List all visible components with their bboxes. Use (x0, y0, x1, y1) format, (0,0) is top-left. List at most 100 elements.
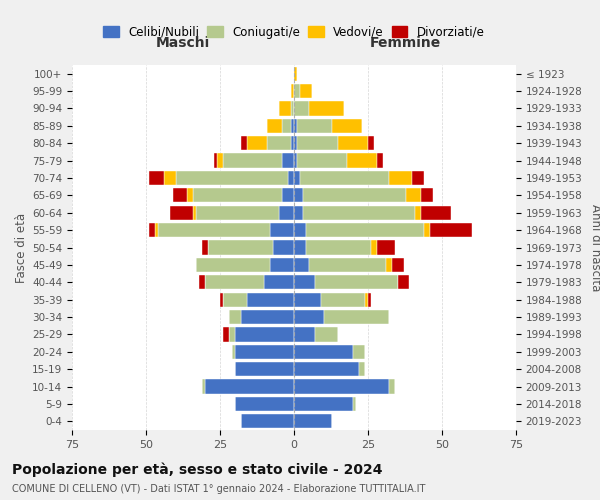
Y-axis label: Fasce di età: Fasce di età (15, 212, 28, 282)
Bar (398, 275, 409, 289)
Bar (220, 292, 223, 307)
Bar (412, 171, 424, 185)
Bar (149, 223, 155, 237)
Text: Popolazione per età, sesso e stato civile - 2024: Popolazione per età, sesso e stato civil… (12, 462, 383, 477)
Bar (406, 188, 421, 202)
Bar (229, 328, 235, 342)
Bar (306, 240, 371, 254)
Bar (196, 258, 271, 272)
Bar (294, 84, 300, 98)
Bar (241, 414, 294, 428)
Bar (176, 171, 288, 185)
Bar (149, 171, 164, 185)
Bar (271, 258, 294, 272)
Bar (353, 397, 356, 411)
Bar (309, 102, 344, 116)
Bar (282, 188, 294, 202)
Bar (294, 310, 323, 324)
Bar (235, 362, 294, 376)
Bar (193, 206, 196, 220)
Bar (430, 223, 472, 237)
Bar (421, 206, 451, 220)
Bar (323, 310, 389, 324)
Bar (273, 240, 294, 254)
Bar (421, 188, 433, 202)
Bar (279, 102, 291, 116)
Bar (205, 380, 294, 394)
Bar (158, 223, 271, 237)
Bar (294, 66, 297, 81)
Bar (291, 118, 294, 133)
Bar (291, 84, 294, 98)
Bar (294, 136, 297, 150)
Bar (368, 136, 374, 150)
Bar (303, 206, 415, 220)
Bar (268, 118, 282, 133)
Bar (294, 188, 303, 202)
Bar (223, 292, 247, 307)
Bar (282, 154, 294, 168)
Bar (297, 136, 338, 150)
Text: Maschi: Maschi (156, 36, 210, 51)
Bar (241, 136, 247, 150)
Bar (202, 240, 208, 254)
Bar (279, 206, 294, 220)
Bar (232, 344, 235, 359)
Bar (155, 223, 158, 237)
Bar (170, 206, 193, 220)
Bar (214, 154, 217, 168)
Bar (294, 344, 353, 359)
Bar (368, 292, 371, 307)
Bar (294, 154, 297, 168)
Bar (294, 328, 315, 342)
Bar (208, 240, 273, 254)
Bar (315, 328, 338, 342)
Bar (282, 118, 291, 133)
Bar (424, 223, 430, 237)
Bar (247, 136, 268, 150)
Bar (338, 136, 368, 150)
Text: COMUNE DI CELLENO (VT) - Dati ISTAT 1° gennaio 2024 - Elaborazione TUTTITALIA.IT: COMUNE DI CELLENO (VT) - Dati ISTAT 1° g… (12, 484, 425, 494)
Bar (315, 275, 398, 289)
Bar (297, 118, 332, 133)
Bar (291, 102, 294, 116)
Bar (202, 380, 205, 394)
Bar (294, 240, 306, 254)
Bar (164, 171, 176, 185)
Bar (371, 240, 377, 254)
Bar (294, 292, 320, 307)
Bar (294, 414, 332, 428)
Bar (268, 136, 291, 150)
Bar (294, 223, 306, 237)
Bar (173, 188, 187, 202)
Bar (303, 188, 406, 202)
Bar (389, 171, 412, 185)
Bar (386, 258, 392, 272)
Bar (235, 397, 294, 411)
Bar (223, 154, 282, 168)
Text: Femmine: Femmine (370, 36, 440, 51)
Bar (223, 328, 229, 342)
Bar (294, 380, 389, 394)
Bar (300, 84, 312, 98)
Bar (392, 258, 404, 272)
Bar (415, 206, 421, 220)
Bar (389, 380, 395, 394)
Bar (199, 275, 205, 289)
Bar (294, 171, 300, 185)
Bar (294, 275, 315, 289)
Bar (294, 206, 303, 220)
Bar (271, 223, 294, 237)
Bar (332, 118, 362, 133)
Bar (377, 240, 395, 254)
Bar (247, 292, 294, 307)
Bar (205, 275, 265, 289)
Bar (196, 206, 279, 220)
Bar (300, 171, 389, 185)
Bar (294, 118, 297, 133)
Bar (241, 310, 294, 324)
Bar (309, 258, 386, 272)
Bar (294, 258, 309, 272)
Bar (288, 171, 294, 185)
Bar (229, 310, 241, 324)
